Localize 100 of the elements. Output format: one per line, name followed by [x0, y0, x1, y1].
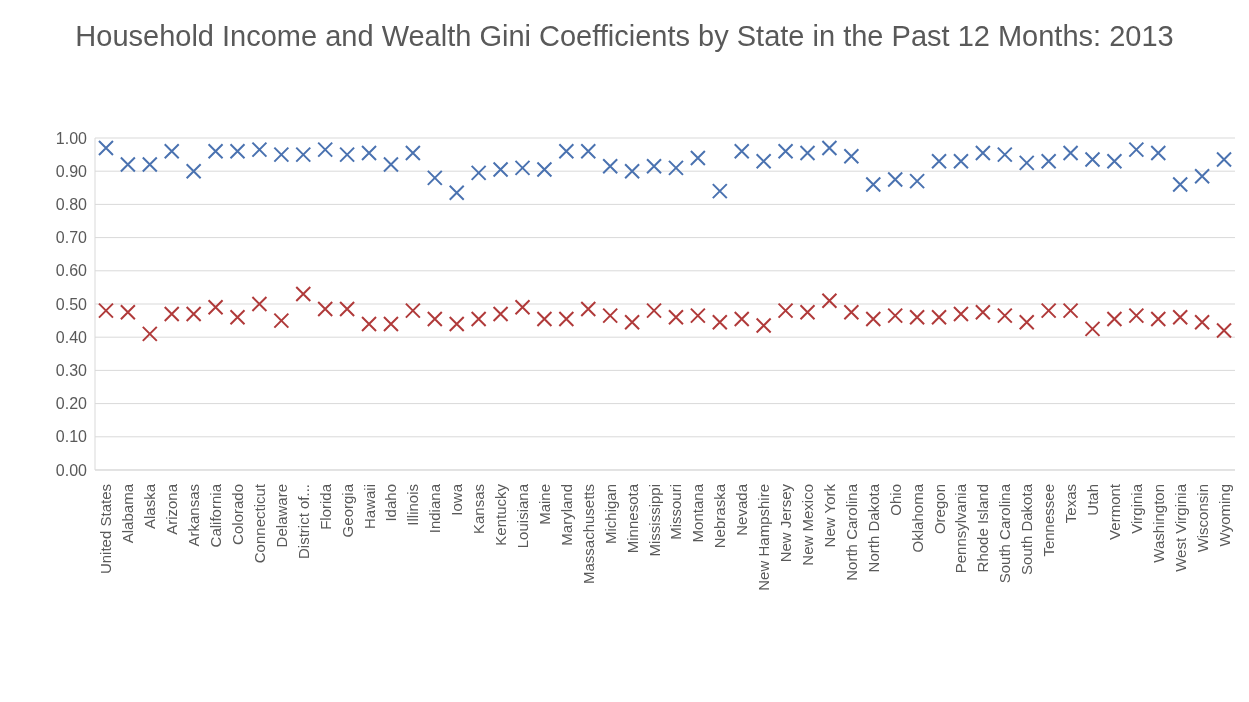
- x-tick-label: Hawaii: [360, 484, 378, 530]
- point: [361, 144, 378, 161]
- point: [1040, 153, 1057, 170]
- point: [207, 299, 224, 316]
- x-tick-label: Delaware: [272, 484, 290, 548]
- x-tick-label: Utah: [1084, 484, 1101, 516]
- x-tick-label: New York: [820, 483, 838, 548]
- x-tick-label: United States: [97, 484, 115, 575]
- x-tick-label: Ohio: [886, 484, 904, 516]
- x-tick-label: Kansas: [470, 484, 488, 535]
- x-tick-label: Mississippi: [645, 484, 663, 557]
- point: [229, 143, 246, 160]
- point: [931, 309, 948, 326]
- x-tick-label: Louisiana: [514, 483, 531, 549]
- point: [1172, 309, 1189, 326]
- point: [580, 300, 597, 317]
- x-tick-label: Iowa: [448, 483, 466, 516]
- x-tick-label: Virginia: [1127, 483, 1145, 534]
- point: [251, 141, 268, 158]
- point: [229, 309, 246, 326]
- point: [119, 304, 136, 321]
- x-tick-label: Arkansas: [185, 484, 203, 547]
- x-tick-label: Georgia: [338, 483, 356, 538]
- point: [426, 169, 443, 186]
- x-tick-label: Florida: [316, 483, 334, 530]
- x-tick-label: Arizona: [163, 483, 181, 535]
- point: [492, 161, 509, 178]
- x-tick-label: Washington: [1149, 484, 1167, 563]
- point: [865, 176, 882, 193]
- x-tick-label: New Jersey: [777, 483, 795, 563]
- x-tick-label: Texas: [1062, 484, 1080, 524]
- x-tick-label: South Dakota: [1018, 483, 1036, 575]
- point: [119, 156, 136, 173]
- point: [426, 310, 443, 327]
- point: [1084, 320, 1101, 337]
- y-tick-label: 0.40: [55, 328, 88, 346]
- point: [1172, 176, 1189, 193]
- x-tick-label: New Mexico: [799, 484, 816, 566]
- point: [711, 183, 728, 200]
- x-tick-label: Alaska: [141, 483, 159, 530]
- x-tick-label: Maine: [535, 484, 553, 525]
- x-tick-label: Minnesota: [623, 483, 641, 554]
- x-tick-label: Oregon: [930, 484, 948, 535]
- point: [602, 307, 619, 324]
- point: [317, 300, 334, 317]
- point: [492, 305, 509, 322]
- point: [733, 310, 750, 327]
- x-tick-label: District of...: [294, 484, 312, 560]
- x-tick-label: Alabama: [119, 483, 137, 544]
- x-tick-label: Kentucky: [492, 483, 510, 546]
- point: [1084, 151, 1101, 168]
- point: [1150, 310, 1167, 327]
- x-tick-label: Wyoming: [1215, 484, 1233, 547]
- point: [821, 139, 838, 156]
- point: [865, 310, 882, 327]
- point: [1062, 302, 1079, 319]
- y-tick-label: 0.20: [55, 395, 88, 413]
- point: [755, 153, 772, 170]
- point: [1128, 307, 1145, 324]
- point: [1018, 154, 1035, 171]
- point: [689, 149, 706, 166]
- point: [931, 153, 948, 170]
- point: [996, 307, 1013, 324]
- x-tick-label: Michigan: [601, 484, 619, 545]
- x-tick-label: Connecticut: [250, 483, 268, 564]
- point: [843, 304, 860, 321]
- point: [1216, 151, 1233, 168]
- point: [1128, 141, 1145, 158]
- chart-title: Household Income and Wealth Gini Coefficients by State in the Past 12 Months: 2013: [74, 19, 1175, 54]
- point: [777, 143, 794, 160]
- point: [777, 302, 794, 319]
- point: [470, 164, 487, 181]
- point: [97, 139, 114, 156]
- point: [799, 144, 816, 161]
- point: [536, 310, 553, 327]
- x-tick-label: North Carolina: [842, 483, 860, 581]
- point: [1018, 314, 1035, 331]
- point: [952, 305, 969, 322]
- x-tick-label: California: [207, 483, 225, 548]
- point: [624, 314, 641, 331]
- x-tick-label: North Dakota: [864, 483, 882, 573]
- point: [273, 146, 290, 163]
- x-tick-label: Indiana: [426, 483, 444, 534]
- point: [667, 159, 684, 176]
- point: [339, 146, 356, 163]
- point: [536, 161, 553, 178]
- y-tick-label: 0.10: [55, 428, 88, 446]
- x-tick-label: Idaho: [382, 484, 400, 522]
- x-tick-label: Montana: [689, 483, 707, 543]
- y-tick-label: 1.00: [55, 129, 88, 147]
- point: [624, 163, 641, 180]
- y-tick-label: 0.60: [55, 262, 88, 280]
- x-tick-label: Maryland: [557, 484, 575, 546]
- y-tick-label: 0.00: [55, 461, 88, 479]
- point: [667, 309, 684, 326]
- y-tick-label: 0.70: [55, 229, 88, 247]
- point: [1216, 322, 1233, 339]
- x-tick-label: Illinois: [404, 484, 422, 526]
- point: [295, 286, 312, 303]
- point: [1194, 168, 1211, 185]
